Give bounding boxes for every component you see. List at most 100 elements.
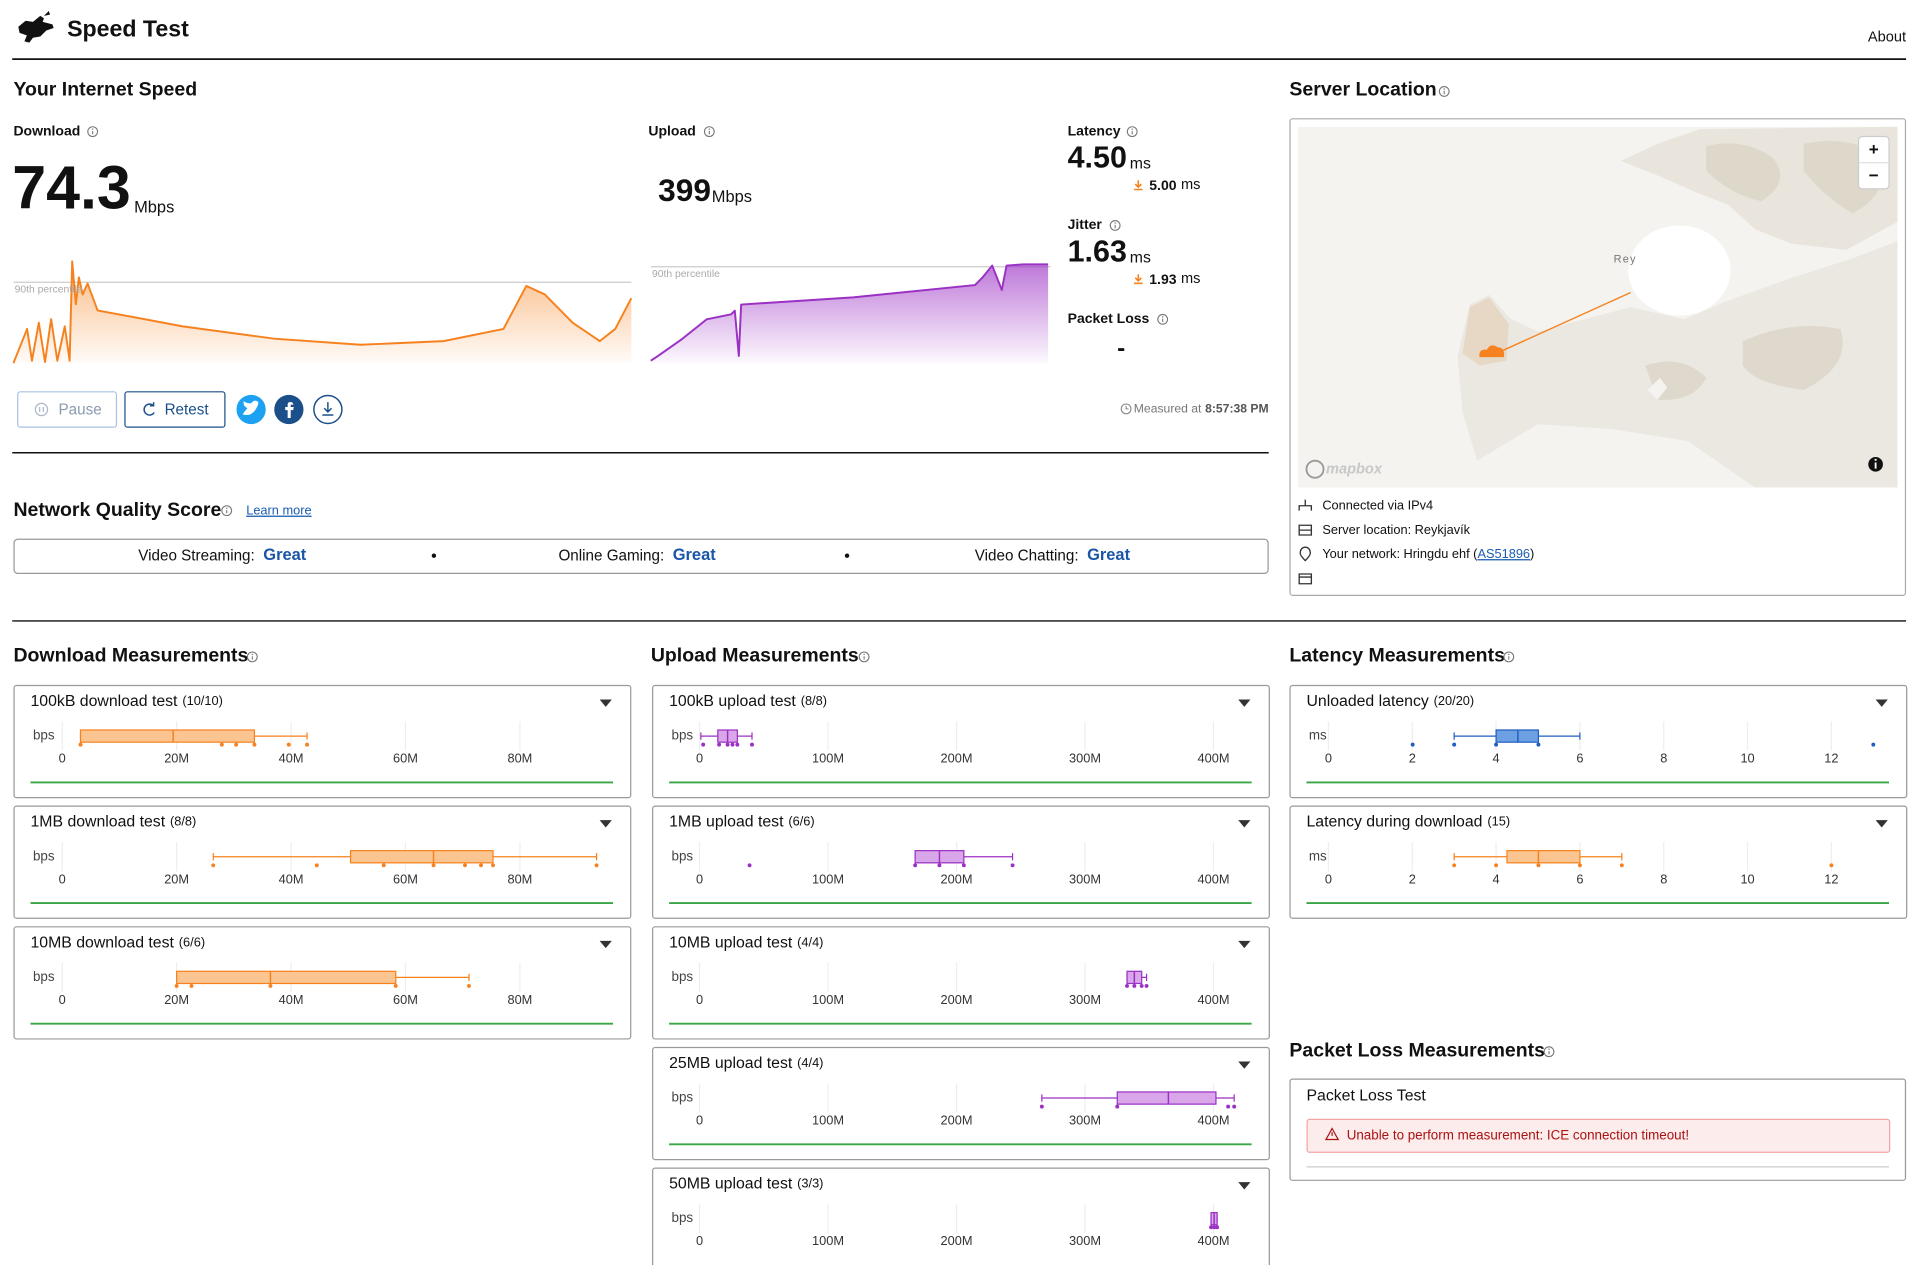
expand-chevron[interactable] [1238, 699, 1251, 707]
x-tick-label: 12 [1824, 871, 1838, 886]
twitter-glyph [242, 400, 261, 416]
box [1116, 1091, 1217, 1105]
measurement-point [730, 742, 735, 747]
metric-label: Jitter [1068, 216, 1103, 232]
x-tick-label: 40M [279, 751, 304, 766]
x-tick-label: 0 [59, 871, 66, 886]
expand-chevron[interactable] [1238, 1182, 1251, 1190]
x-tick-label: 300M [1069, 1233, 1101, 1248]
info-icon[interactable] [1438, 85, 1450, 97]
learn-more-link[interactable]: Learn more [246, 503, 311, 518]
measurement-point [750, 742, 754, 747]
expand-chevron[interactable] [599, 820, 612, 828]
network-detail: Your network: Hringdu ehf (AS51896) [1322, 546, 1534, 561]
sub-metric-icon [1134, 180, 1143, 191]
expand-chevron[interactable] [599, 699, 612, 707]
x-tick-label: 20M [164, 871, 189, 886]
download-value: 74.3 [12, 154, 131, 222]
info-icon-glyph [1114, 222, 1116, 224]
pause-button[interactable] [17, 391, 118, 428]
info-icon-glyph [1548, 1048, 1550, 1051]
measured-time: 8:57:38 PM [1205, 402, 1269, 416]
asn-link[interactable]: AS51896 [1477, 546, 1530, 561]
measurement-point [305, 742, 310, 747]
card-count: (3/3) [797, 1176, 823, 1191]
info-icon[interactable] [703, 126, 715, 138]
card-icon [1298, 573, 1313, 585]
card-count: (10/10) [182, 693, 223, 708]
x-tick-label: 300M [1069, 992, 1101, 1007]
x-tick-label: 200M [941, 1233, 973, 1248]
server-marker [1479, 345, 1505, 358]
card-title-text: Latency during download [1306, 814, 1482, 831]
info-icon[interactable] [1157, 313, 1169, 325]
quality-score: Great [263, 546, 306, 564]
measurement-card [652, 926, 1270, 1040]
x-tick-label: 4 [1493, 751, 1500, 766]
expand-chevron[interactable] [1875, 699, 1888, 707]
expand-chevron[interactable] [1875, 820, 1888, 828]
axis-unit: bps [33, 969, 55, 984]
card-title: 50MB upload test (3/3) [669, 1176, 823, 1193]
map-attribution[interactable]: mapbox [1326, 462, 1383, 478]
retest-button[interactable] [124, 391, 226, 428]
retest-label[interactable]: Retest [165, 402, 210, 419]
measurement-point [211, 863, 216, 868]
expand-chevron[interactable] [1238, 1061, 1251, 1069]
x-tick-label: 6 [1576, 871, 1583, 886]
map-place-label: Rey [1614, 253, 1637, 265]
map[interactable] [1297, 126, 1898, 488]
x-tick-label: 0 [1325, 871, 1332, 886]
info-icon[interactable] [1543, 1046, 1555, 1058]
info-icon[interactable] [858, 651, 870, 663]
card-title-text: 100kB download test [31, 693, 179, 710]
mapbox-logo [1305, 459, 1325, 479]
measurement-point [1010, 863, 1015, 868]
quality-label: Online Gaming: [558, 547, 664, 564]
x-tick-label: 200M [941, 751, 973, 766]
zoom-in[interactable]: + [1869, 140, 1879, 159]
x-tick-label: 80M [507, 871, 532, 886]
x-tick-label: 40M [279, 871, 304, 886]
card-title: 10MB download test (6/6) [31, 934, 206, 951]
measurement-point [717, 742, 722, 747]
info-icon[interactable] [221, 505, 233, 517]
info-icon[interactable] [246, 651, 258, 663]
pause-icon [34, 402, 49, 417]
x-tick-label: 400M [1198, 992, 1230, 1007]
expand-chevron[interactable] [599, 940, 612, 949]
info-icon[interactable] [1109, 220, 1121, 231]
section-title: Network Quality Score [13, 499, 221, 521]
expand-chevron[interactable] [1238, 940, 1251, 949]
measurement-point [219, 742, 224, 747]
info-icon[interactable] [87, 126, 99, 138]
sub-unit: ms [1181, 177, 1200, 193]
box [1506, 850, 1581, 864]
info-icon[interactable] [1126, 126, 1138, 138]
info-icon[interactable] [1503, 651, 1515, 663]
error-message: Unable to perform measurement: ICE conne… [1347, 1127, 1689, 1142]
x-tick-label: 200M [941, 1113, 973, 1128]
x-tick-label: 10 [1740, 871, 1754, 886]
measurement-point [314, 863, 319, 868]
upload-value: 399 [658, 172, 711, 208]
box [176, 970, 397, 985]
measurement-point [491, 863, 495, 868]
measurement-point [1132, 983, 1137, 988]
measurement-point [1215, 1225, 1220, 1230]
logo [18, 10, 54, 43]
card-title-text: 100kB upload test [669, 693, 796, 710]
x-tick-label: 300M [1069, 1113, 1101, 1128]
zoom-out[interactable]: − [1869, 166, 1879, 185]
card-count: (4/4) [797, 935, 823, 950]
download-glyph [322, 402, 334, 416]
expand-chevron[interactable] [1238, 820, 1251, 828]
info-icon-glyph [1508, 653, 1510, 656]
measurement-point [725, 742, 730, 747]
card-title: 100kB download test (10/10) [31, 693, 223, 710]
x-tick-label: 0 [59, 751, 66, 766]
pause-label[interactable]: Pause [59, 402, 102, 419]
measured-at: Measured at 8:57:38 PM [1134, 402, 1269, 416]
about-link[interactable]: About [1868, 30, 1906, 46]
